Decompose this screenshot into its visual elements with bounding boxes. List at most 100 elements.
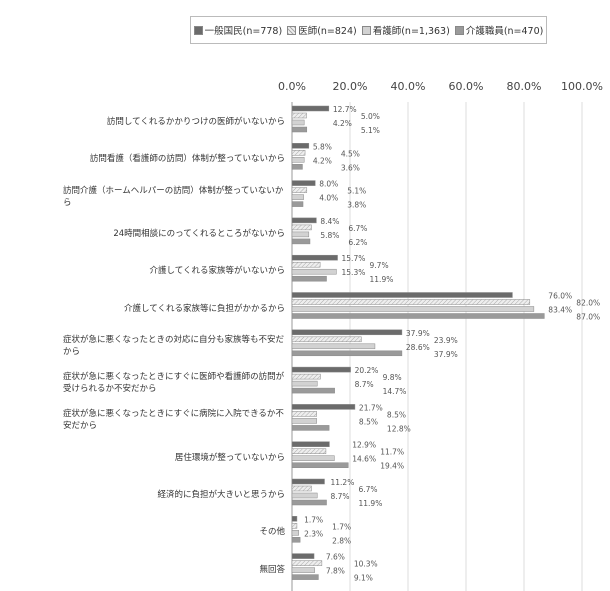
bar: [291, 224, 312, 231]
bar: [291, 299, 531, 305]
x-tick-label: 100.0%: [561, 80, 603, 93]
legend-swatch: [287, 25, 297, 35]
data-label: 4.0%: [319, 194, 338, 203]
data-label: 10.3%: [354, 560, 378, 569]
bar: [291, 329, 403, 336]
data-label: 5.8%: [313, 142, 332, 151]
legend-swatch: [193, 25, 203, 35]
data-label: 9.1%: [354, 574, 373, 583]
bar: [291, 567, 315, 573]
data-label: 7.8%: [326, 567, 345, 576]
data-label: 5.1%: [347, 187, 366, 196]
bar: [291, 143, 310, 149]
bar: [291, 238, 311, 245]
category-label: 介護してくれる家族等に負担がかかるから: [40, 296, 285, 322]
data-label: 3.6%: [341, 163, 360, 172]
data-label: 87.0%: [576, 313, 600, 322]
bar: [291, 418, 317, 424]
data-label: 11.7%: [380, 448, 404, 457]
bar: [291, 261, 321, 268]
data-label: 28.6%: [406, 343, 430, 352]
bar: [291, 126, 308, 133]
data-label: 5.0%: [361, 112, 380, 121]
bar: [291, 574, 319, 580]
data-label: 14.7%: [383, 387, 407, 396]
data-label: 37.9%: [406, 329, 430, 338]
category-text: 症状が急に悪くなったときの対応に自分も家族等も不安だから: [63, 334, 285, 357]
bar: [291, 336, 362, 343]
data-label: 8.7%: [331, 492, 350, 501]
bar: [291, 411, 317, 417]
bar: [291, 268, 337, 275]
data-label: 5.8%: [320, 231, 339, 240]
legend-label: 一般国民(n=778): [204, 26, 283, 37]
category-label: 経済的に負担が大きいと思うから: [40, 482, 285, 508]
bar: [291, 448, 327, 454]
category-label: 無回答: [40, 557, 285, 583]
category-label: 症状が急に悪くなったときにすぐに病院に入院できるか不安だから: [40, 407, 285, 433]
data-label: 11.9%: [370, 275, 394, 284]
data-label: 2.8%: [332, 536, 351, 545]
bar: [291, 523, 298, 529]
x-tick-label: 80.0%: [506, 80, 542, 93]
data-label: 4.2%: [333, 119, 352, 128]
bar: [291, 441, 330, 447]
x-tick-label: 20.0%: [332, 80, 368, 93]
bar: [291, 462, 349, 468]
category-text: 訪問してくれるかかりつけの医師がいないから: [106, 117, 285, 127]
data-label: 11.9%: [359, 499, 383, 508]
data-label: 15.3%: [342, 268, 366, 277]
data-label: 12.7%: [333, 105, 357, 114]
bar: [291, 180, 316, 186]
legend-label: 看護師(n=1,363): [372, 26, 450, 37]
bar: [291, 187, 308, 193]
bar: [291, 201, 304, 207]
bar: [291, 217, 317, 224]
bar: [291, 231, 310, 238]
bar: [291, 254, 338, 261]
bar: [291, 313, 545, 319]
data-label: 2.3%: [304, 529, 323, 538]
bar: [291, 537, 301, 543]
category-text: その他: [259, 527, 285, 538]
data-label: 37.9%: [434, 350, 458, 359]
category-text: 無回答: [259, 564, 285, 575]
bar: [291, 455, 335, 461]
category-label: 介護してくれる家族等がいないから: [40, 258, 286, 284]
bar: [291, 164, 303, 170]
data-label: 6.7%: [348, 224, 367, 233]
data-label: 1.7%: [332, 522, 351, 531]
category-text: 訪問看護（看護師の訪問）体制が整っていないから: [89, 154, 285, 165]
data-label: 11.2%: [331, 478, 355, 487]
legend-swatch: [361, 25, 371, 35]
data-label: 8.0%: [319, 180, 338, 189]
category-label: 居住環境が整っていないから: [40, 445, 285, 471]
data-label: 12.8%: [387, 424, 411, 433]
bar: [291, 119, 305, 126]
data-label: 15.7%: [342, 254, 366, 263]
legend-item: 一般国民(n=778): [193, 23, 283, 37]
data-label: 14.6%: [352, 455, 376, 464]
bar: [291, 194, 304, 200]
data-label: 8.5%: [387, 410, 406, 419]
data-label: 5.1%: [361, 126, 380, 135]
legend-item: 医師(n=824): [287, 23, 357, 37]
category-text: 症状が急に悪くなったときにすぐに医師や看護師の訪問が受けられるか不安だから: [63, 372, 285, 395]
legend-label: 介護職員(n=470): [465, 26, 544, 37]
data-label: 9.7%: [370, 261, 389, 270]
bar: [291, 530, 299, 536]
data-label: 7.6%: [326, 553, 345, 562]
data-label: 8.4%: [320, 217, 339, 226]
data-label: 12.9%: [352, 441, 376, 450]
bar: [291, 292, 513, 298]
bar: [291, 275, 327, 282]
data-label: 1.7%: [304, 515, 323, 524]
bar: [291, 380, 318, 387]
bar: [291, 373, 321, 380]
bar: [291, 112, 307, 119]
x-tick-label: 60.0%: [448, 80, 484, 93]
category-text: 居住環境が整っていないから: [174, 452, 285, 463]
data-label: 6.2%: [348, 238, 367, 247]
data-label: 8.5%: [359, 417, 378, 426]
category-text: 介護してくれる家族等に負担がかかるから: [124, 303, 285, 314]
